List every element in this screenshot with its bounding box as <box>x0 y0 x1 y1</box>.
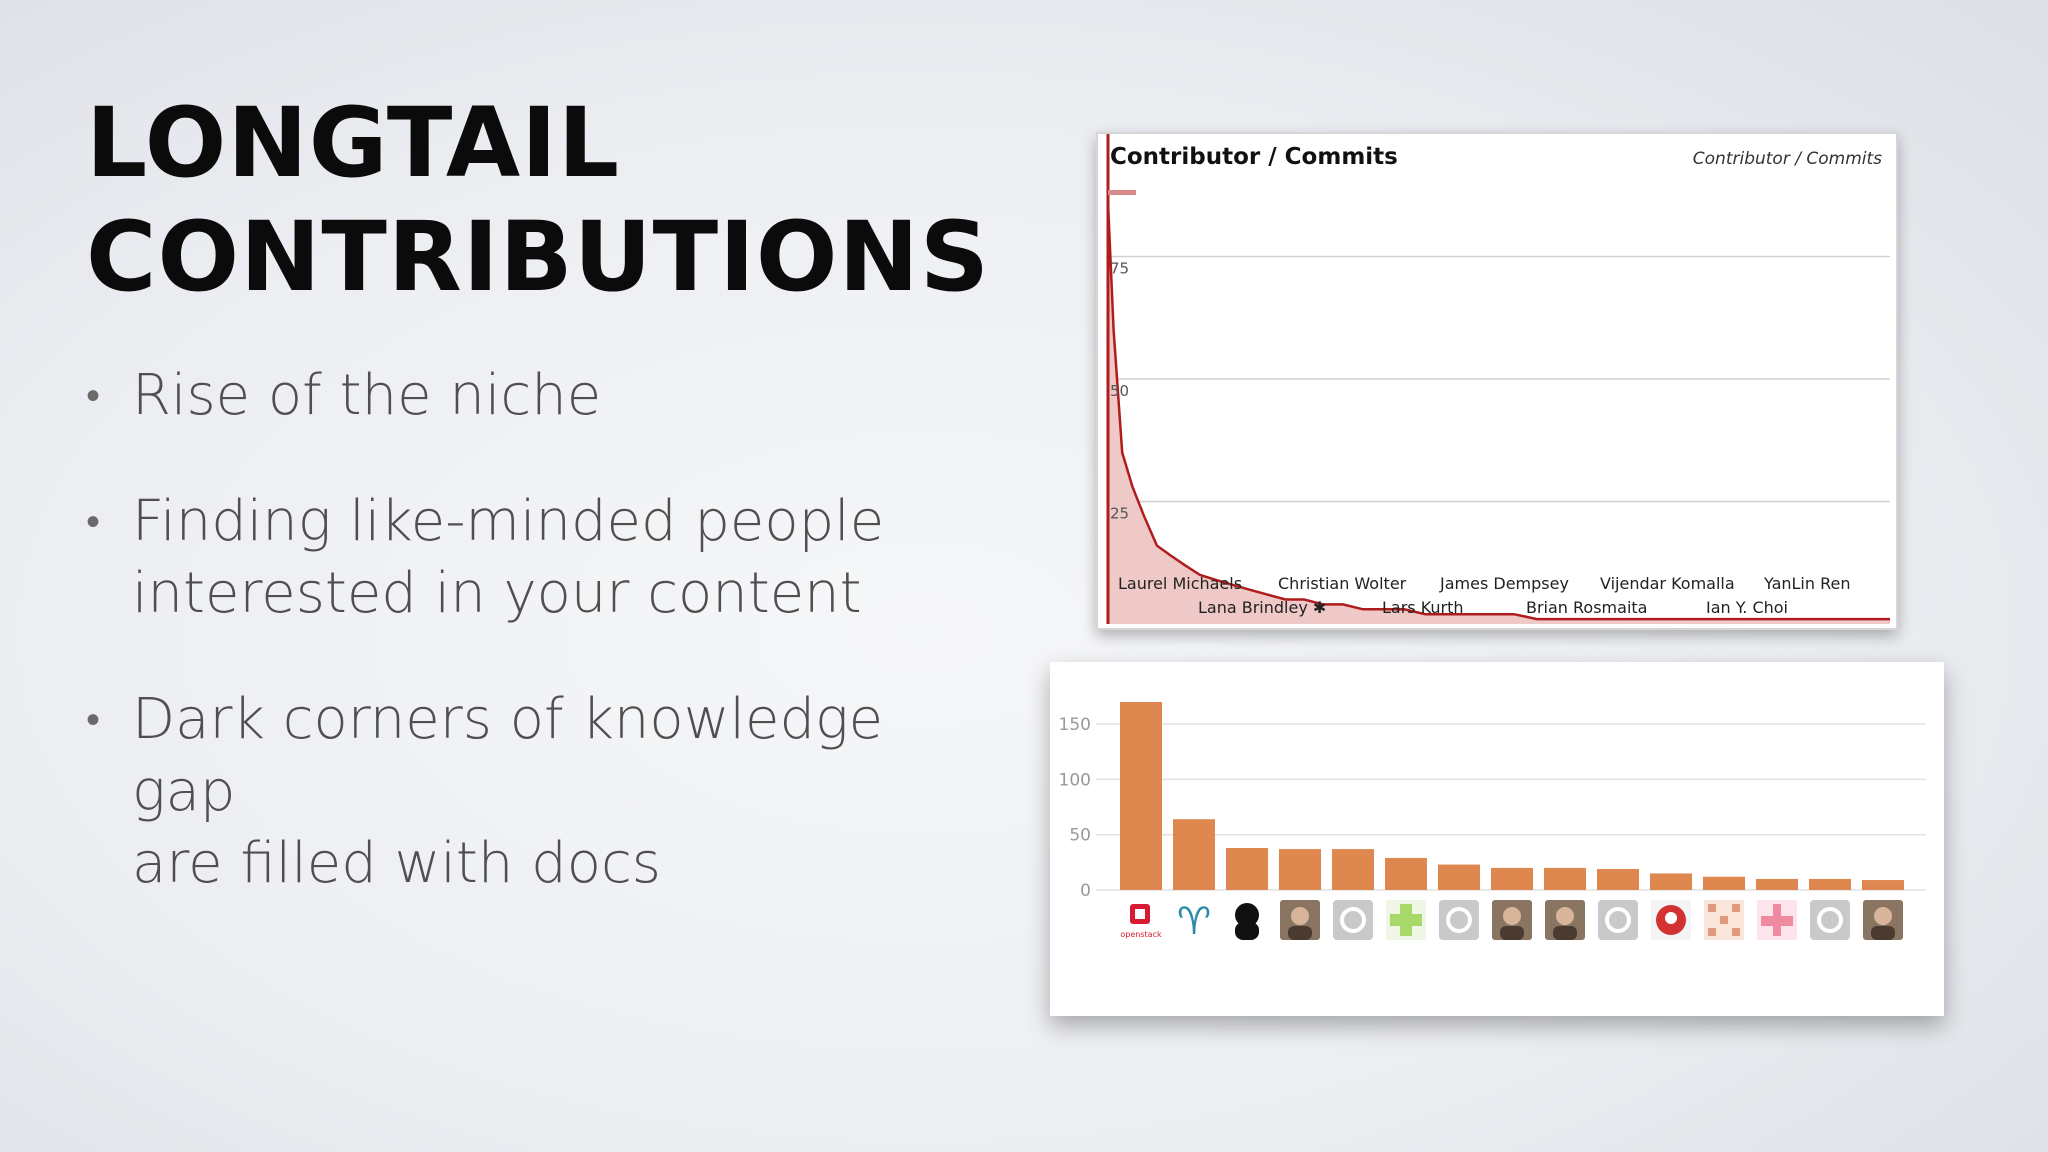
bar <box>1120 702 1162 890</box>
bar <box>1173 819 1215 890</box>
silhouette-body <box>1235 922 1259 940</box>
x-axis-label: James Dempsey <box>1439 574 1569 593</box>
x-axis-label: Lars Kurth <box>1382 598 1464 617</box>
x-axis-label: Laurel Michaels <box>1118 574 1242 593</box>
identicon-cell <box>1390 914 1422 926</box>
bullet-text: Rise of the niche <box>132 363 602 428</box>
x-axis-label: YanLin Ren <box>1763 574 1850 593</box>
silhouette-icon <box>1235 903 1259 927</box>
x-axis-label: Vijendar Komalla <box>1600 574 1735 593</box>
bar <box>1703 876 1745 890</box>
bar <box>1438 864 1480 890</box>
bullet-item: • Dark corners of knowledge gap are fill… <box>86 684 986 900</box>
y-tick-label: 75 <box>1110 260 1129 278</box>
photo-avatar-face <box>1291 907 1309 925</box>
y-tick-label: 100 <box>1059 770 1091 790</box>
y-tick-label: 150 <box>1059 715 1091 735</box>
bar <box>1279 849 1321 890</box>
github-octocat-inner <box>1609 911 1627 929</box>
y-tick-label: 25 <box>1110 505 1129 523</box>
bar <box>1597 868 1639 890</box>
photo-avatar-face <box>1556 907 1574 925</box>
github-octocat-inner <box>1450 911 1468 929</box>
bar <box>1756 878 1798 890</box>
slide-title: LONGTAIL CONTRIBUTIONS <box>86 86 990 314</box>
bar <box>1226 847 1268 890</box>
github-octocat-inner <box>1344 911 1362 929</box>
photo-avatar-body <box>1500 926 1524 940</box>
identicon-cell <box>1732 904 1740 912</box>
contributors-bar-chart: 0 50 100 150 openstack ♈ <box>1059 702 1926 943</box>
bar <box>1544 867 1586 890</box>
identicon-cell <box>1708 928 1716 936</box>
photo-avatar-body <box>1553 926 1577 940</box>
bar <box>1385 857 1427 890</box>
y-tick-label: 50 <box>1110 382 1129 400</box>
openstack-icon-inner <box>1135 909 1145 919</box>
slide-title-line-2: CONTRIBUTIONS <box>86 201 990 313</box>
y-tick-label: 50 <box>1069 826 1091 846</box>
commits-area <box>1108 202 1890 624</box>
x-axis-label: Ian Y. Choi <box>1706 598 1788 617</box>
identicon-cell <box>1773 904 1781 936</box>
bullet-dot-icon: • <box>86 373 101 419</box>
bullet-item: • Finding like-minded people interested … <box>86 486 986 630</box>
bar <box>1809 878 1851 890</box>
photo-avatar-face <box>1874 907 1892 925</box>
bar <box>1332 849 1374 890</box>
max-marker <box>1108 190 1136 195</box>
github-octocat-inner <box>1821 911 1839 929</box>
photo-avatar-body <box>1288 926 1312 940</box>
bullet-item: • Rise of the niche <box>86 360 986 432</box>
identicon-cell <box>1720 916 1728 924</box>
bar <box>1650 873 1692 890</box>
y-tick-label: 0 <box>1080 881 1091 901</box>
bullet-dot-icon: • <box>86 697 101 743</box>
chart-subtitle: Contributor / Commits <box>1693 149 1882 169</box>
bullet-list: • Rise of the niche • Finding like-minde… <box>86 360 986 900</box>
openstack-caption: openstack <box>1120 930 1162 939</box>
slide-title-line-1: LONGTAIL <box>86 87 621 199</box>
commits-line <box>1106 202 1890 621</box>
bullet-dot-icon: • <box>86 499 101 545</box>
chart-title: Contributor / Commits <box>1110 144 1398 170</box>
x-axis-label: Brian Rosmaita <box>1526 598 1647 617</box>
bar <box>1491 867 1533 890</box>
bullet-text: Finding like-minded people interested in… <box>132 489 885 626</box>
aries-symbol-icon: ♈ <box>1177 899 1211 943</box>
identicon-cell <box>1708 904 1716 912</box>
photo-avatar-body <box>1871 926 1895 940</box>
bar <box>1862 880 1904 890</box>
bullet-text: Dark corners of knowledge gap are filled… <box>132 687 884 896</box>
x-axis-label: Lana Brindley ✱ <box>1198 598 1326 617</box>
contributors-bar-chart-panel: 0 50 100 150 openstack ♈ <box>1050 662 1944 1016</box>
commits-area-chart: 25 50 75 Laurel Michaels Christian Wolter Ja… <box>1106 134 1890 624</box>
x-axis-label: Christian Wolter <box>1278 574 1407 593</box>
red-avatar-inner <box>1665 912 1677 924</box>
photo-avatar-face <box>1503 907 1521 925</box>
identicon-cell <box>1732 928 1740 936</box>
commits-line-chart-panel: 25 50 75 Laurel Michaels Christian Wolter Ja… <box>1096 132 1898 630</box>
